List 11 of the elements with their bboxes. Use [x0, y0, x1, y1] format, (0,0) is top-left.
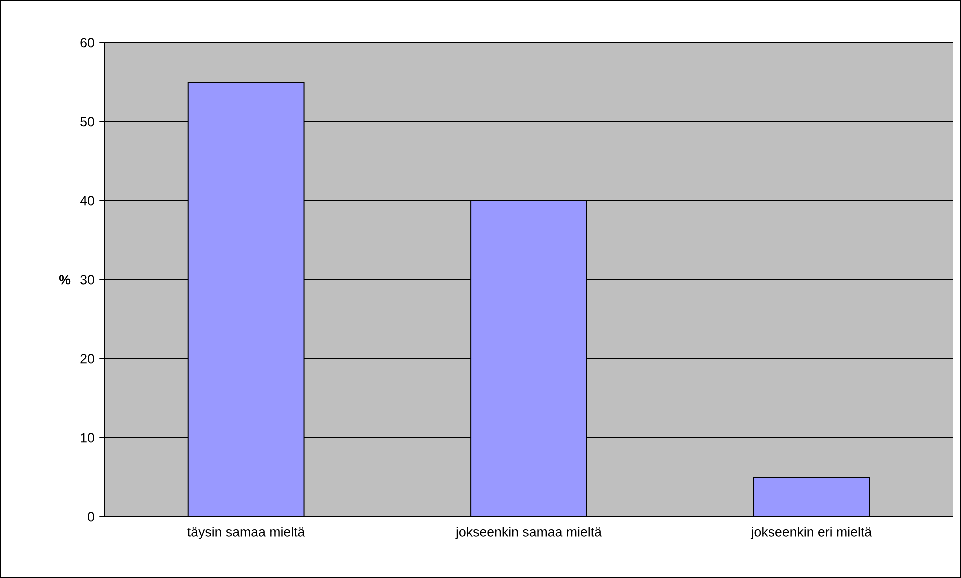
x-tick-label: jokseenkin samaa mieltä — [456, 527, 602, 540]
y-axis-title: % — [59, 275, 71, 285]
y-tick-label: 0 — [88, 512, 94, 522]
x-tick-label: jokseenkin eri mieltä — [750, 527, 872, 540]
x-tick-label: täysin samaa mieltä — [188, 527, 306, 540]
y-tick-label: 30 — [80, 275, 94, 285]
y-tick-label: 40 — [80, 196, 94, 206]
y-tick-label: 60 — [80, 38, 94, 48]
y-tick-label: 50 — [80, 117, 94, 127]
y-tick-label: 10 — [81, 433, 94, 443]
y-tick-label: 20 — [80, 354, 94, 364]
